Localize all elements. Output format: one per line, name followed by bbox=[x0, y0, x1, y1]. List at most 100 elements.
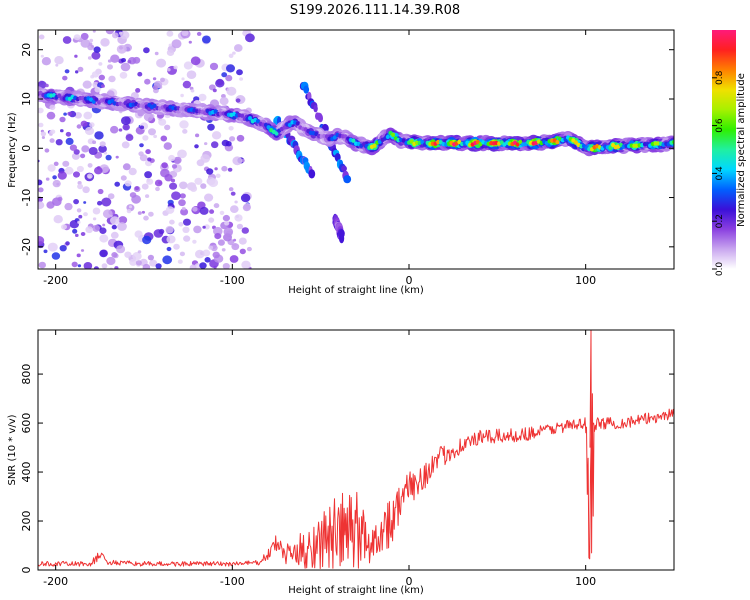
noise-blob bbox=[50, 129, 56, 135]
noise-blob bbox=[131, 94, 135, 98]
noise-blob bbox=[147, 254, 154, 261]
colorbar: 0.0 0.2 0.4 0.6 0.8 Normalized spectral ampl… bbox=[712, 30, 747, 276]
noise-blob bbox=[120, 175, 127, 181]
noise-blob bbox=[194, 177, 203, 185]
noise-blob bbox=[51, 252, 61, 260]
noise-blob bbox=[200, 183, 207, 189]
noise-blob bbox=[44, 148, 50, 153]
noise-blob bbox=[195, 133, 200, 138]
noise-blob bbox=[239, 77, 244, 81]
noise-blob bbox=[124, 251, 132, 258]
noise-blob bbox=[199, 206, 209, 215]
noise-blob bbox=[46, 111, 56, 120]
noise-blob bbox=[77, 220, 81, 224]
ridge-blob bbox=[266, 125, 271, 130]
noise-blob bbox=[82, 80, 92, 89]
noise-blob bbox=[88, 147, 98, 155]
noise-blob bbox=[62, 160, 70, 167]
noise-blob bbox=[179, 181, 188, 190]
noise-blob bbox=[166, 235, 176, 244]
noise-blob bbox=[65, 137, 74, 145]
noise-blob bbox=[154, 51, 159, 56]
noise-blob bbox=[38, 236, 45, 245]
noise-blob bbox=[155, 186, 160, 192]
y-tick-label: 20 bbox=[20, 43, 33, 57]
noise-blob bbox=[75, 233, 79, 237]
noise-blob bbox=[121, 58, 126, 63]
noise-blob bbox=[165, 206, 175, 214]
noise-blob bbox=[40, 54, 44, 58]
noise-blob bbox=[213, 226, 223, 236]
snr-y-ticks: 0 200 400 600 800 bbox=[20, 364, 674, 574]
noise-blob bbox=[49, 104, 56, 111]
noise-blob bbox=[181, 77, 185, 81]
noise-blob bbox=[87, 56, 92, 60]
noise-blob bbox=[141, 210, 145, 214]
noise-blob bbox=[80, 153, 86, 159]
noise-blob bbox=[241, 260, 251, 269]
noise-blob bbox=[139, 125, 145, 130]
branch-blob bbox=[339, 229, 345, 239]
noise-blob bbox=[101, 84, 105, 88]
noise-blob bbox=[208, 178, 219, 188]
colorbar-tick-label: 0.2 bbox=[715, 214, 725, 228]
noise-blob bbox=[230, 191, 236, 196]
noise-blob bbox=[241, 227, 249, 234]
noise-blob bbox=[78, 214, 83, 219]
noise-blob bbox=[53, 215, 63, 224]
snr-panel: -200 -100 0 100 0 200 400 600 800 Height of str… bbox=[7, 329, 675, 596]
noise-blob bbox=[100, 38, 110, 47]
noise-blob bbox=[98, 62, 103, 66]
noise-blob bbox=[89, 38, 94, 43]
noise-blob bbox=[62, 75, 68, 81]
noise-blob bbox=[38, 179, 43, 186]
noise-blob bbox=[206, 168, 214, 175]
noise-blob bbox=[178, 199, 186, 207]
noise-blob bbox=[160, 77, 165, 83]
snr-x-label: Height of straight line (km) bbox=[288, 585, 424, 596]
noise-blob bbox=[143, 112, 154, 122]
noise-blob bbox=[80, 249, 85, 252]
noise-blob bbox=[89, 122, 95, 128]
noise-blob bbox=[60, 129, 64, 133]
noise-blob bbox=[111, 252, 118, 258]
noise-blob bbox=[223, 227, 234, 237]
noise-blob bbox=[239, 248, 246, 255]
noise-blob bbox=[80, 120, 88, 127]
noise-blob bbox=[171, 39, 182, 49]
noise-blob bbox=[91, 51, 101, 60]
noise-blob bbox=[52, 175, 57, 180]
noise-blob bbox=[158, 228, 165, 235]
ridge-blob bbox=[324, 134, 329, 139]
noise-blob bbox=[178, 222, 184, 227]
noise-blob bbox=[105, 30, 115, 35]
noise-blob bbox=[194, 144, 199, 149]
noise-blob bbox=[91, 71, 99, 78]
y-tick-label: 10 bbox=[20, 92, 33, 106]
noise-blob bbox=[132, 252, 142, 261]
noise-blob bbox=[99, 141, 106, 147]
noise-blob bbox=[91, 45, 95, 48]
branch-blob bbox=[313, 104, 318, 113]
noise-blob bbox=[128, 205, 133, 209]
noise-blob bbox=[209, 62, 219, 71]
noise-blob bbox=[73, 149, 80, 155]
noise-blob bbox=[64, 166, 74, 175]
noise-blob bbox=[177, 259, 183, 264]
noise-blob bbox=[179, 251, 185, 257]
snr-x-ticks: -200 -100 0 100 bbox=[43, 330, 596, 588]
noise-blob bbox=[235, 98, 241, 103]
noise-blob bbox=[190, 185, 198, 192]
spectrogram-noise bbox=[38, 30, 255, 269]
ridge-blob bbox=[94, 97, 99, 102]
y-tick-label: 800 bbox=[20, 364, 33, 385]
noise-blob bbox=[186, 70, 197, 79]
ridge-blob bbox=[351, 138, 356, 143]
noise-blob bbox=[202, 35, 211, 44]
noise-blob bbox=[211, 141, 219, 149]
noise-blob bbox=[177, 149, 187, 159]
ridge-blob bbox=[343, 134, 348, 139]
noise-blob bbox=[179, 193, 186, 199]
noise-blob bbox=[129, 192, 137, 198]
